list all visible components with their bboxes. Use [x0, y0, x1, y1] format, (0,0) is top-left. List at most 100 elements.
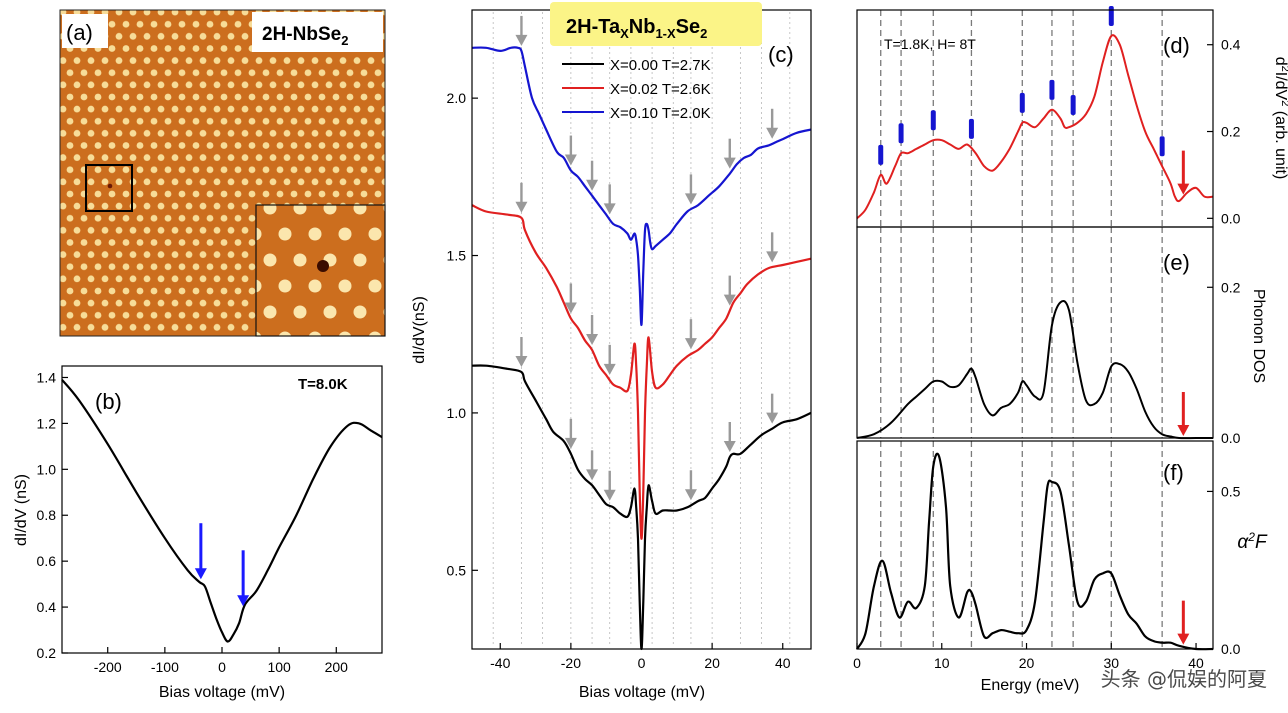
c-x-tick-label: -40	[490, 655, 510, 671]
plot-frame-f	[856, 440, 1214, 650]
e-y-axis: 0.0 0.2	[1207, 279, 1241, 446]
b-y-tick-label: 0.8	[37, 507, 57, 523]
c-arrow-black-head	[586, 469, 599, 481]
panel-label-c: (c)	[768, 42, 794, 67]
d-blue-mark	[1049, 79, 1055, 100]
b-x-axis: -200 -100 0 100 200	[94, 647, 348, 675]
b-y-tick-label: 1.0	[37, 461, 57, 477]
c-title-box	[550, 2, 762, 46]
e-series-line	[856, 299, 1213, 440]
c-series-line-2	[471, 46, 812, 326]
c-x-axis-label: Bias voltage (mV)	[579, 684, 705, 701]
panel-label-f: (f)	[1163, 460, 1184, 485]
b-arrows	[194, 523, 250, 607]
b-y-axis-label: dI/dV (nS)	[13, 474, 30, 546]
c-gridlines	[492, 12, 791, 647]
c-y-axis: 0.5 1.0 1.5 2.0	[447, 90, 478, 578]
red-arrow-head	[1177, 425, 1190, 436]
c-arrow-black-head	[723, 440, 736, 452]
c-arrow-black-head	[515, 355, 528, 367]
e-y-axis-label: Phonon DOS	[1250, 289, 1267, 383]
yt5-tick-label: 0.0	[1221, 641, 1241, 657]
c-y-tick-label: 1.5	[447, 248, 467, 264]
yt3-tick-label: 0.0	[1221, 210, 1241, 226]
b-arrow-head	[237, 595, 250, 607]
e-red-arrow	[1177, 392, 1190, 436]
b-y-axis: 0.2 0.4 0.6 0.8 1.0 1.2 1.4	[37, 369, 68, 661]
c-arrow-red-head	[723, 294, 736, 306]
c-title: 2H-TaXNb1-XSe2	[566, 16, 707, 41]
yt4-tick-label: 0.2	[1221, 279, 1241, 295]
c-x-tick-label: 40	[775, 655, 791, 671]
defect-box	[85, 164, 133, 212]
panel-e: 0.0 0.2 (e) Phonon DOS	[856, 226, 1267, 446]
d-y-axis-label: d2I/dV2 (arb. unit)	[1272, 57, 1288, 180]
c-arrow-blue-head	[603, 203, 616, 215]
legend-label-blue: X=0.10 T=2.0K	[610, 105, 711, 122]
yt3-tick-label: 0.4	[1221, 37, 1241, 53]
c-arrow-black-head	[603, 489, 616, 501]
f-dashed-lines	[880, 441, 1163, 649]
c-arrows	[515, 15, 779, 501]
f-x-tick-label: 30	[1103, 655, 1119, 671]
d-y-axis: 0.0 0.2 0.4	[1207, 37, 1241, 226]
panel-a-title: 2H-NbSe2	[262, 24, 348, 48]
b-series-line	[61, 379, 383, 643]
panel-label-e: (e)	[1163, 250, 1190, 275]
c-arrow-blue-head	[586, 179, 599, 191]
yt4-tick-label: 0.0	[1221, 430, 1241, 446]
d-blue-mark	[1070, 95, 1076, 116]
c-x-tick-label: 20	[704, 655, 720, 671]
inset-defect	[317, 260, 329, 272]
c-arrow-red-head	[586, 333, 599, 345]
d-blue-mark	[1108, 6, 1114, 27]
panel-a: (a) 2H-NbSe2	[59, 9, 386, 337]
yt3-tick-label: 0.2	[1221, 124, 1241, 140]
c-arrow-blue-head	[564, 154, 577, 166]
c-x-tick-label: 0	[638, 655, 646, 671]
b-y-tick-label: 0.6	[37, 553, 57, 569]
c-arrow-blue-head	[684, 193, 697, 205]
f-x-tick-label: 0	[853, 655, 861, 671]
panel-d: 0.0 0.2 0.4 T=1.8K, H= 8T (d) d2I/dV2 (arb…	[856, 6, 1288, 228]
plot-frame-e	[856, 226, 1214, 439]
d-blue-mark	[968, 118, 974, 139]
f-x-axis-label: Energy (meV)	[981, 677, 1080, 694]
c-arrow-red-head	[515, 201, 528, 213]
f-series-line	[856, 452, 1214, 651]
legend-label-black: X=0.00 T=2.7K	[610, 57, 711, 74]
c-arrow-black-head	[684, 489, 697, 501]
c-arrow-blue-head	[766, 127, 779, 139]
b-x-tick-label: 200	[325, 659, 349, 675]
legend-label-red: X=0.02 T=2.6K	[610, 81, 711, 98]
f-x-tick-label: 10	[934, 655, 950, 671]
c-x-axis: -40 -20 0 20 40	[490, 643, 791, 671]
d-blue-marks	[878, 6, 1165, 165]
defect-marker	[107, 183, 113, 189]
panel-label-b: (b)	[95, 389, 122, 414]
b-y-tick-label: 0.4	[37, 599, 57, 615]
c-arrow-blue-head	[515, 34, 528, 46]
d-red-arrow	[1177, 150, 1190, 195]
c-x-tick-label: -20	[561, 655, 581, 671]
watermark: 头条 @侃娱的阿夏	[1101, 667, 1267, 691]
c-series-group	[471, 46, 812, 651]
red-arrow-head	[1177, 633, 1190, 645]
d-series-line	[856, 34, 1214, 220]
f-red-arrow	[1177, 600, 1190, 645]
b-x-tick-label: 100	[267, 659, 291, 675]
b-arrow-head	[194, 568, 207, 580]
e-dashed-lines	[880, 227, 1163, 438]
panel-b: 0.2 0.4 0.6 0.8 1.0 1.2 1.4 -200 -100 0 100 200 (b…	[13, 365, 383, 701]
d-blue-mark	[1159, 136, 1165, 157]
b-x-tick-label: -200	[94, 659, 122, 675]
c-series-line-1	[471, 204, 812, 540]
c-y-tick-label: 0.5	[447, 562, 467, 578]
c-y-axis-label: dI/dV(nS)	[411, 296, 428, 364]
b-y-tick-label: 1.2	[37, 415, 57, 431]
d-blue-mark	[898, 123, 904, 144]
red-arrow-head	[1177, 183, 1190, 195]
c-y-tick-label: 1.0	[447, 405, 467, 421]
c-arrow-red-head	[603, 363, 616, 375]
f-x-tick-label: 40	[1188, 655, 1204, 671]
